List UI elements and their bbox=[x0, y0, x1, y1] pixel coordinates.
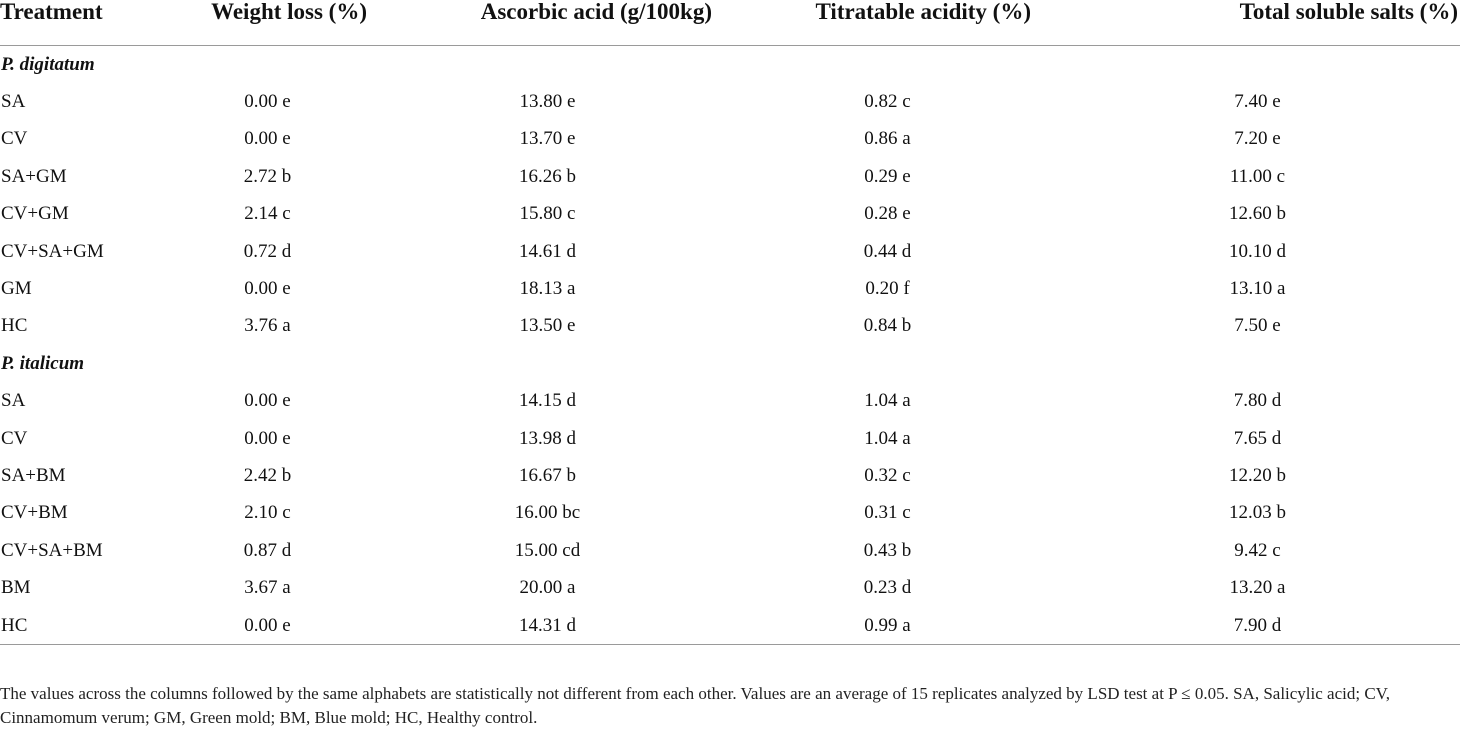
table-row: SA+GM 2.72 b 16.26 b 0.29 e 11.00 c bbox=[0, 158, 1460, 195]
cell-total-soluble-salts: 7.20 e bbox=[1234, 128, 1281, 150]
data-table-container: Treatment Weight loss (%) Ascorbic acid … bbox=[0, 0, 1460, 646]
cell-titratable-acidity: 0.20 f bbox=[865, 278, 910, 300]
cell-total-soluble-salts: 13.10 a bbox=[1229, 278, 1286, 300]
table-row: CV 0.00 e 13.98 d 1.04 a 7.65 d bbox=[0, 420, 1460, 457]
cell-weight-loss: 0.00 e bbox=[244, 390, 291, 412]
cell-weight-loss: 0.00 e bbox=[160, 606, 375, 646]
cell-ascorbic-acid: 13.80 e bbox=[519, 91, 576, 113]
cell-treatment: SA+BM bbox=[1, 464, 66, 486]
cell-total-soluble-salts: 7.65 d bbox=[1233, 427, 1282, 449]
cell-titratable-acidity: 1.04 a bbox=[864, 427, 911, 449]
cell-titratable-acidity: 0.86 a bbox=[864, 128, 911, 150]
cell-titratable-acidity: 1.04 a bbox=[864, 390, 911, 412]
cell-weight-loss: 3.76 a bbox=[244, 315, 291, 337]
cell-total-soluble-salts: 12.60 b bbox=[1229, 203, 1286, 225]
cell-titratable-acidity: 0.99 a bbox=[720, 606, 1055, 646]
cell-treatment: SA bbox=[1, 91, 26, 113]
table-row: CV+BM 2.10 c 16.00 bc 0.31 c 12.03 b bbox=[0, 495, 1460, 532]
cell-ascorbic-acid: 13.98 d bbox=[519, 427, 576, 449]
table-footnote: The values across the columns followed b… bbox=[0, 684, 1391, 727]
table-row: CV+GM 2.14 c 15.80 c 0.28 e 12.60 b bbox=[0, 196, 1460, 233]
cell-weight-loss: 0.00 e bbox=[244, 128, 291, 150]
cell-ascorbic-acid: 13.70 e bbox=[519, 128, 576, 150]
cell-total-soluble-salts: 13.20 a bbox=[1229, 577, 1286, 599]
cell-titratable-acidity: 0.44 d bbox=[863, 240, 912, 262]
cell-total-soluble-salts: 12.20 b bbox=[1229, 464, 1286, 486]
cell-weight-loss: 0.00 e bbox=[244, 91, 291, 113]
cell-weight-loss: 3.67 a bbox=[244, 577, 291, 599]
group-label: P. italicum bbox=[1, 352, 85, 374]
table-row: CV+SA+BM 0.87 d 15.00 cd 0.43 b 9.42 c bbox=[0, 532, 1460, 569]
header-row: Treatment Weight loss (%) Ascorbic acid … bbox=[0, 0, 1460, 46]
cell-titratable-acidity: 0.31 c bbox=[864, 502, 911, 524]
header-treatment: Treatment bbox=[0, 0, 160, 46]
cell-total-soluble-salts: 9.42 c bbox=[1234, 539, 1281, 561]
cell-treatment: GM bbox=[1, 278, 32, 300]
table-header: Treatment Weight loss (%) Ascorbic acid … bbox=[0, 0, 1460, 46]
cell-ascorbic-acid: 15.80 c bbox=[519, 203, 576, 225]
cell-total-soluble-salts: 11.00 c bbox=[1229, 165, 1286, 187]
table-row: BM 3.67 a 20.00 a 0.23 d 13.20 a bbox=[0, 569, 1460, 606]
results-table: Treatment Weight loss (%) Ascorbic acid … bbox=[0, 0, 1460, 646]
group-label: P. digitatum bbox=[1, 53, 95, 75]
cell-ascorbic-acid: 20.00 a bbox=[519, 577, 576, 599]
cell-weight-loss: 2.14 c bbox=[244, 203, 291, 225]
table-row: GM 0.00 e 18.13 a 0.20 f 13.10 a bbox=[0, 270, 1460, 307]
cell-ascorbic-acid: 13.50 e bbox=[519, 315, 576, 337]
cell-ascorbic-acid: 16.67 b bbox=[519, 464, 576, 486]
cell-titratable-acidity: 0.43 b bbox=[863, 539, 912, 561]
cell-ascorbic-acid: 14.31 d bbox=[375, 606, 720, 646]
cell-treatment: SA bbox=[1, 390, 26, 412]
cell-ascorbic-acid: 15.00 cd bbox=[514, 539, 581, 561]
table-row: CV 0.00 e 13.70 e 0.86 a 7.20 e bbox=[0, 121, 1460, 158]
cell-total-soluble-salts: 12.03 b bbox=[1229, 502, 1286, 524]
cell-weight-loss: 2.72 b bbox=[243, 165, 292, 187]
cell-treatment: CV bbox=[1, 128, 28, 150]
cell-treatment: CV+GM bbox=[1, 203, 69, 225]
table-row: HC 3.76 a 13.50 e 0.84 b 7.50 e bbox=[0, 308, 1460, 345]
cell-treatment: CV+SA+GM bbox=[1, 240, 104, 262]
group-row: P. digitatum bbox=[0, 46, 1460, 84]
cell-weight-loss: 0.87 d bbox=[243, 539, 292, 561]
table-row: HC 0.00 e 14.31 d 0.99 a 7.90 d bbox=[0, 606, 1460, 646]
header-ascorbic-acid: Ascorbic acid (g/100kg) bbox=[375, 0, 720, 46]
table-row: CV+SA+GM 0.72 d 14.61 d 0.44 d 10.10 d bbox=[0, 233, 1460, 270]
header-titratable-acidity: Titratable acidity (%) bbox=[720, 0, 1055, 46]
cell-total-soluble-salts: 7.50 e bbox=[1234, 315, 1281, 337]
cell-treatment: HC bbox=[1, 315, 28, 337]
cell-ascorbic-acid: 16.26 b bbox=[519, 165, 576, 187]
table-row: SA 0.00 e 13.80 e 0.82 c 7.40 e bbox=[0, 83, 1460, 120]
table-body: P. digitatum SA 0.00 e 13.80 e 0.82 c 7.40 e C… bbox=[0, 46, 1460, 646]
cell-total-soluble-salts: 10.10 d bbox=[1229, 240, 1286, 262]
cell-ascorbic-acid: 16.00 bc bbox=[514, 502, 581, 524]
cell-treatment: HC bbox=[0, 606, 160, 646]
cell-treatment: CV bbox=[1, 427, 28, 449]
cell-titratable-acidity: 0.32 c bbox=[864, 464, 911, 486]
cell-titratable-acidity: 0.82 c bbox=[864, 91, 911, 113]
header-weight-loss: Weight loss (%) bbox=[160, 0, 375, 46]
header-total-soluble-salts: Total soluble salts (%) bbox=[1055, 0, 1460, 46]
cell-weight-loss: 2.10 c bbox=[244, 502, 291, 524]
cell-total-soluble-salts: 7.80 d bbox=[1233, 390, 1282, 412]
cell-ascorbic-acid: 14.61 d bbox=[519, 240, 576, 262]
cell-treatment: CV+SA+BM bbox=[1, 539, 103, 561]
cell-ascorbic-acid: 18.13 a bbox=[519, 278, 576, 300]
cell-total-soluble-salts: 7.90 d bbox=[1055, 606, 1460, 646]
cell-weight-loss: 0.00 e bbox=[244, 278, 291, 300]
cell-weight-loss: 0.72 d bbox=[243, 240, 292, 262]
table-row: SA+BM 2.42 b 16.67 b 0.32 c 12.20 b bbox=[0, 457, 1460, 494]
cell-treatment: BM bbox=[1, 577, 31, 599]
cell-weight-loss: 2.42 b bbox=[243, 464, 292, 486]
cell-titratable-acidity: 0.23 d bbox=[863, 577, 912, 599]
cell-treatment: CV+BM bbox=[1, 502, 68, 524]
cell-ascorbic-acid: 14.15 d bbox=[519, 390, 576, 412]
group-row: P. italicum bbox=[0, 345, 1460, 382]
cell-treatment: SA+GM bbox=[1, 165, 67, 187]
cell-titratable-acidity: 0.28 e bbox=[864, 203, 911, 225]
cell-titratable-acidity: 0.84 b bbox=[863, 315, 912, 337]
cell-weight-loss: 0.00 e bbox=[244, 427, 291, 449]
cell-titratable-acidity: 0.29 e bbox=[864, 165, 911, 187]
cell-total-soluble-salts: 7.40 e bbox=[1234, 91, 1281, 113]
table-row: SA 0.00 e 14.15 d 1.04 a 7.80 d bbox=[0, 383, 1460, 420]
